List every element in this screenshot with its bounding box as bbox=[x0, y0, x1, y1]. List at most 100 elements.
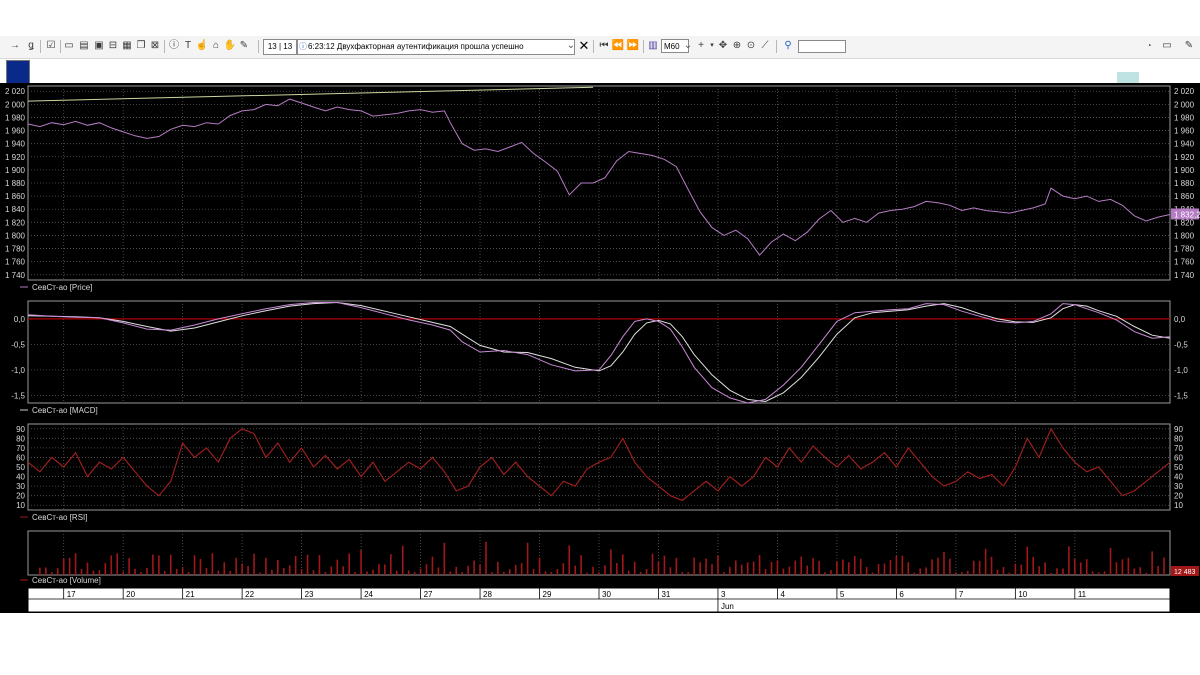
cart-icon[interactable]: ⊟ bbox=[108, 40, 118, 51]
toolbar-separator bbox=[258, 40, 259, 53]
price-tick-label-left: 1 840 bbox=[5, 205, 26, 214]
rewind-icon[interactable]: ⏪ bbox=[611, 40, 625, 51]
macd-legend: СевСт-ао [MACD] bbox=[32, 406, 98, 415]
timeframe-value: M60 bbox=[664, 42, 680, 51]
rsi-tick-label-left: 10 bbox=[16, 501, 25, 510]
price-tick-label-right: 1 740 bbox=[1174, 271, 1195, 280]
skip-back-icon[interactable]: ⏮ bbox=[599, 40, 609, 51]
volume-last-marker bbox=[1171, 566, 1199, 576]
chevron-down-icon[interactable]: ⌄ bbox=[566, 40, 576, 51]
price-tick-label-right: 1 860 bbox=[1174, 192, 1195, 201]
macd-tick-label-left: 0,0 bbox=[14, 315, 26, 324]
price-tick-label-left: 1 760 bbox=[5, 258, 26, 267]
rsi-tick-label-left: 20 bbox=[16, 492, 25, 501]
price-tick-label-right: 1 880 bbox=[1174, 179, 1195, 188]
price-tick-label-left: 1 800 bbox=[5, 231, 26, 240]
info-icon[interactable]: ⓘ bbox=[169, 40, 179, 51]
edit-icon[interactable]: ✎ bbox=[1184, 40, 1194, 51]
price-tick-label-left: 1 980 bbox=[5, 113, 26, 122]
timeframe-select[interactable]: M60 bbox=[661, 39, 689, 53]
price-tick-label-left: 1 880 bbox=[5, 179, 26, 188]
macd-tick-label-left: -1,0 bbox=[11, 366, 25, 375]
chevron-down-icon[interactable]: ⌄ bbox=[683, 40, 693, 51]
price-tick-label-left: 1 740 bbox=[5, 271, 26, 280]
price-tick-label-right: 1 940 bbox=[1174, 140, 1195, 149]
toolbar-separator bbox=[164, 40, 165, 53]
rsi-tick-label-left: 30 bbox=[16, 482, 25, 491]
toolbar-separator bbox=[776, 40, 777, 53]
time-axis-day-label: 23 bbox=[305, 590, 314, 599]
time-axis-day-label: 11 bbox=[1078, 590, 1087, 599]
portfolio-icon[interactable]: ▦ bbox=[122, 40, 132, 51]
time-axis-day-label: 6 bbox=[899, 590, 904, 599]
macd-tick-label-left: -0,5 bbox=[11, 340, 25, 349]
price-tick-label-left: 1 920 bbox=[5, 153, 26, 162]
ruler-icon[interactable]: ⟋ bbox=[761, 40, 769, 51]
rsi-tick-label-right: 90 bbox=[1174, 425, 1183, 434]
time-axis-day-label: 5 bbox=[840, 590, 845, 599]
time-axis-month-label: Jun bbox=[721, 602, 734, 611]
time-axis-day-label: 4 bbox=[780, 590, 785, 599]
toolbar-separator bbox=[593, 40, 594, 53]
window-list-icon[interactable]: ▤ bbox=[79, 40, 89, 51]
rsi-tick-label-left: 50 bbox=[16, 463, 25, 472]
price-tick-label-left: 1 940 bbox=[5, 140, 26, 149]
close-window-icon[interactable]: ⊠ bbox=[150, 40, 160, 51]
target-icon[interactable]: ⊙ bbox=[746, 40, 756, 51]
rsi-series-line bbox=[27, 427, 1171, 502]
time-axis-day-label: 29 bbox=[543, 590, 552, 599]
time-axis-day-label: 22 bbox=[245, 590, 254, 599]
rsi-tick-label-left: 40 bbox=[16, 473, 25, 482]
chart-thumbnail-icon[interactable] bbox=[6, 60, 30, 84]
price-tick-label-right: 1 760 bbox=[1174, 258, 1195, 267]
move-icon[interactable]: ✥ bbox=[718, 40, 728, 51]
toolbar-separator bbox=[60, 40, 61, 53]
chevron-down-icon[interactable]: ▾ bbox=[710, 42, 714, 49]
price-series-line bbox=[27, 98, 1171, 256]
price-tick-label-left: 1 960 bbox=[5, 127, 26, 136]
arrow-right-icon[interactable]: → bbox=[10, 40, 20, 51]
search-icon[interactable]: ⚲ bbox=[784, 40, 792, 51]
price-tick-label-right: 1 820 bbox=[1174, 218, 1195, 227]
copy-window-icon[interactable]: ❐ bbox=[136, 40, 146, 51]
macd-signal-line bbox=[27, 301, 1171, 403]
price-last-marker bbox=[1171, 208, 1199, 220]
chart-canvas[interactable]: 2 020 2 020 2 000 2 000 1 980 1 980 1 960 1 960… bbox=[0, 83, 1200, 613]
toolbar-separator bbox=[40, 40, 41, 53]
macd-series-line bbox=[27, 302, 1171, 404]
chart-window[interactable]: 2 020 2 020 2 000 2 000 1 980 1 980 1 960 1 960… bbox=[0, 83, 1200, 613]
crosshair-icon[interactable]: ⊕ bbox=[732, 40, 742, 51]
hand-icon[interactable]: ☝ bbox=[195, 40, 209, 51]
time-axis-day-label: 17 bbox=[67, 590, 76, 599]
quotes-window-icon[interactable]: ▣ bbox=[94, 40, 104, 51]
rsi-tick-label-right: 30 bbox=[1174, 482, 1183, 491]
search-input[interactable] bbox=[798, 40, 846, 53]
main-toolbar: → ǥ ☑ ▭ ▤ ▣ ⊟ ▦ ❐ ⊠ ⓘ T ☝ ⌂ ✋ ✎ 13 | 13 … bbox=[0, 36, 1200, 94]
rsi-tick-label-right: 20 bbox=[1174, 492, 1183, 501]
price-tick-label-right: 1 960 bbox=[1174, 127, 1195, 136]
notification-combobox[interactable]: ⓘ6:23:12 Двухфакторная аутентификация пр… bbox=[297, 39, 575, 55]
text-tool-icon[interactable]: T bbox=[184, 40, 192, 51]
time-axis-day-label: 21 bbox=[186, 590, 195, 599]
macd-tick-label-right: -1,0 bbox=[1174, 366, 1188, 375]
plus-icon[interactable]: + bbox=[698, 40, 704, 51]
message-counter[interactable]: 13 | 13 bbox=[263, 39, 297, 55]
forward-icon[interactable]: ⏩ bbox=[626, 40, 640, 51]
tools-icon[interactable]: ✎ bbox=[239, 40, 249, 51]
rsi-tick-label-right: 10 bbox=[1174, 501, 1183, 510]
notification-text: 6:23:12 Двухфакторная аутентификация про… bbox=[308, 42, 524, 51]
lock-icon[interactable]: ⌂ bbox=[212, 40, 220, 51]
chat-icon[interactable]: ▭ bbox=[1162, 40, 1172, 51]
price-last-label: 1 832,2 bbox=[1174, 210, 1200, 219]
macd-tick-label-right: -1,5 bbox=[1174, 391, 1188, 400]
price-tick-label-left: 1 900 bbox=[5, 166, 26, 175]
rsi-tick-label-left: 90 bbox=[16, 425, 25, 434]
hand-lock-icon[interactable]: ✋ bbox=[223, 40, 237, 51]
window-icon[interactable]: ▭ bbox=[64, 40, 74, 51]
bar-chart-icon[interactable]: ▥ bbox=[648, 40, 658, 51]
info-circle-icon: ⓘ bbox=[299, 42, 307, 51]
check-window-icon[interactable]: ☑ bbox=[46, 40, 56, 51]
go-icon[interactable]: ǥ bbox=[28, 40, 34, 51]
close-icon[interactable]: ✕ bbox=[578, 38, 590, 53]
rsi-tick-label-left: 60 bbox=[16, 453, 25, 462]
